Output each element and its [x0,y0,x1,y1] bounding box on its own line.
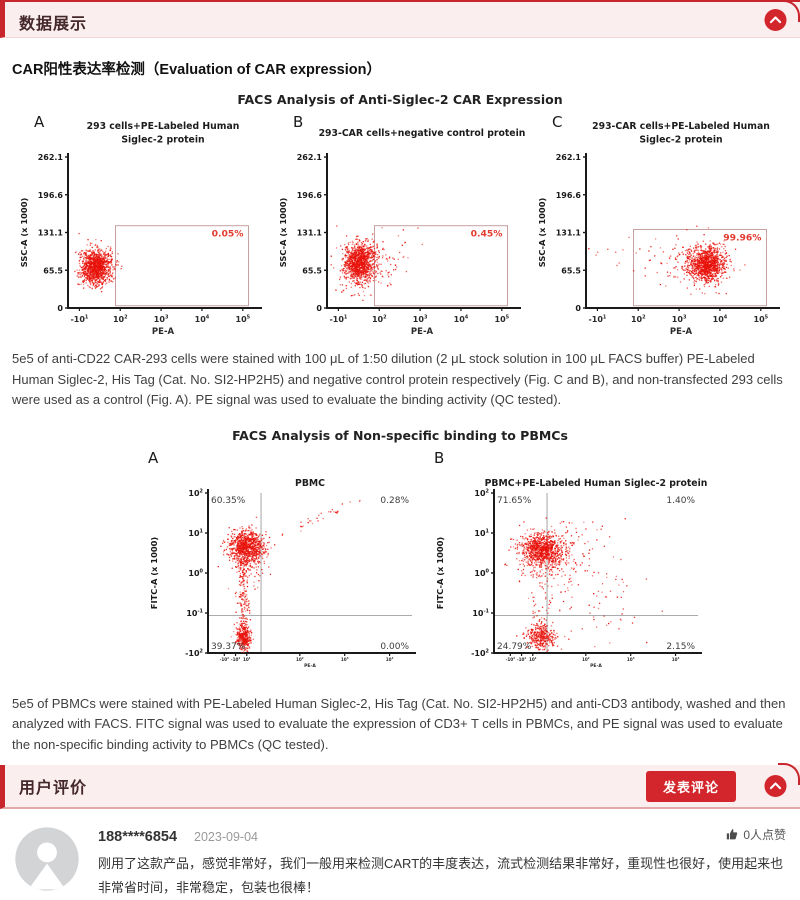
svg-text:PE-A: PE-A [304,663,316,669]
svg-text:131.1: 131.1 [556,229,582,238]
data-display-header: 数据展示 [0,0,800,38]
review-text: 刚用了这款产品，感觉非常好，我们一般用来检测CART的丰度表达，流式检测结果非常… [98,852,786,900]
svg-text:PE-A: PE-A [152,327,175,337]
svg-text:105: 105 [236,314,251,324]
svg-text:103: 103 [672,314,687,324]
svg-text:103: 103 [341,656,349,662]
svg-text:99.96%: 99.96% [723,232,761,243]
collapse-section-button[interactable] [764,8,787,31]
figure1-title: FACS Analysis of Anti-Siglec-2 CAR Expre… [12,92,788,107]
svg-text:102: 102 [296,656,304,662]
svg-text:A: A [148,449,159,467]
data-display-body: CAR阳性表达率检测（Evaluation of CAR expression）… [0,58,800,755]
svg-text:196.6: 196.6 [297,191,323,200]
svg-text:0.05%: 0.05% [212,229,244,240]
svg-text:-102: -102 [185,648,203,658]
svg-text:102: 102 [188,488,203,498]
svg-text:196.6: 196.6 [556,191,582,200]
svg-text:196.6: 196.6 [38,191,64,200]
svg-text:-102: -102 [220,656,230,662]
svg-text:262.1: 262.1 [297,153,323,162]
svg-text:Siglec-2 protein: Siglec-2 protein [121,135,204,146]
like-count: 0人点赞 [743,826,786,843]
svg-text:105: 105 [754,314,769,324]
thumbs-up-icon [726,828,739,841]
car-section-title: CAR阳性表达率检测（Evaluation of CAR expression） [12,58,788,79]
svg-text:0: 0 [57,304,63,313]
svg-text:262.1: 262.1 [38,153,64,162]
svg-text:SSC-A (x 1000): SSC-A (x 1000) [19,198,29,268]
svg-text:-101: -101 [588,314,606,324]
svg-text:PE-A: PE-A [670,327,693,337]
svg-text:0: 0 [575,304,581,313]
svg-text:293-CAR cells+PE-Labeled Human: 293-CAR cells+PE-Labeled Human [592,121,770,132]
review-date: 2023-09-04 [194,830,258,844]
svg-text:104: 104 [454,314,469,324]
svg-text:SSC-A (x 1000): SSC-A (x 1000) [537,198,547,268]
svg-text:Siglec-2 protein: Siglec-2 protein [639,135,722,146]
data-display-title: 数据展示 [19,16,87,33]
svg-text:102: 102 [631,314,646,324]
svg-text:PBMC: PBMC [295,478,325,489]
svg-text:-101: -101 [231,656,241,662]
svg-text:104: 104 [713,314,728,324]
svg-text:-101: -101 [329,314,347,324]
svg-text:-101: -101 [70,314,88,324]
figure2-title: FACS Analysis of Non-specific binding to… [12,428,788,443]
svg-text:C: C [552,113,562,131]
svg-text:103: 103 [413,314,428,324]
svg-text:104: 104 [195,314,210,324]
facs-plot-negative-control: B 293-CAR cells+negative control protein 0… [271,111,529,339]
svg-text:105: 105 [495,314,510,324]
svg-text:262.1: 262.1 [556,153,582,162]
facs-figure-pbmc-binding: A PBMC -102 10-1 100 101 102 FITC-A (x 1000) -10… [142,449,788,684]
svg-text:103: 103 [154,314,169,324]
svg-text:293-CAR cells+negative control: 293-CAR cells+negative control protein [319,128,526,139]
svg-text:SSC-A (x 1000): SSC-A (x 1000) [278,198,288,268]
user-reviews-header: 用户评价 发表评论 [0,765,800,809]
figure2-caption: 5e5 of PBMCs were stained with PE-Labele… [12,694,788,756]
review-username: 188****6854 [98,829,177,845]
review-content: 188****6854 2023-09-04 0人点赞 刚用了这款产品，感觉非常… [98,826,786,900]
svg-text:65.5: 65.5 [302,266,322,275]
svg-text:65.5: 65.5 [43,266,63,275]
post-comment-button[interactable]: 发表评论 [646,771,736,802]
facs-plot-car-positive: C 293-CAR cells+PE-Labeled Human Siglec-2 … [530,111,788,339]
facs-plot-pbmc: A PBMC -102 10-1 100 101 102 FITC-A (x 1000) -10… [142,449,422,684]
svg-text:101: 101 [188,528,203,538]
like-button[interactable]: 0人点赞 [726,826,786,843]
svg-text:65.5: 65.5 [561,266,581,275]
svg-text:FITC-A (x 1000): FITC-A (x 1000) [149,536,159,609]
svg-text:100: 100 [188,568,203,578]
svg-text:101: 101 [243,656,251,662]
svg-text:104: 104 [386,656,394,662]
facs-plot-293-control: A 293 cells+PE-Labeled Human Siglec-2 prot… [12,111,270,339]
svg-text:102: 102 [372,314,387,324]
review-header: 188****6854 2023-09-04 0人点赞 [98,826,786,845]
svg-text:0.45%: 0.45% [471,229,503,240]
avatar [14,826,80,892]
user-reviews-title: 用户评价 [19,774,87,798]
svg-text:131.1: 131.1 [38,229,64,238]
svg-text:102: 102 [113,314,128,324]
svg-text:131.1: 131.1 [297,229,323,238]
svg-text:PE-A: PE-A [411,327,434,337]
collapse-reviews-button[interactable] [764,775,787,798]
chevron-up-icon [764,8,787,31]
facs-figure-car-expression: A 293 cells+PE-Labeled Human Siglec-2 prot… [12,111,788,339]
svg-text:10-1: 10-1 [186,608,203,618]
review-item: 188****6854 2023-09-04 0人点赞 刚用了这款产品，感觉非常… [0,809,800,900]
chevron-up-icon [764,775,787,798]
svg-text:293 cells+PE-Labeled Human: 293 cells+PE-Labeled Human [87,121,240,132]
svg-text:0: 0 [316,304,322,313]
svg-text:B: B [293,113,303,131]
svg-text:A: A [34,113,45,131]
figure1-caption: 5e5 of anti-CD22 CAR-293 cells were stai… [12,349,788,411]
